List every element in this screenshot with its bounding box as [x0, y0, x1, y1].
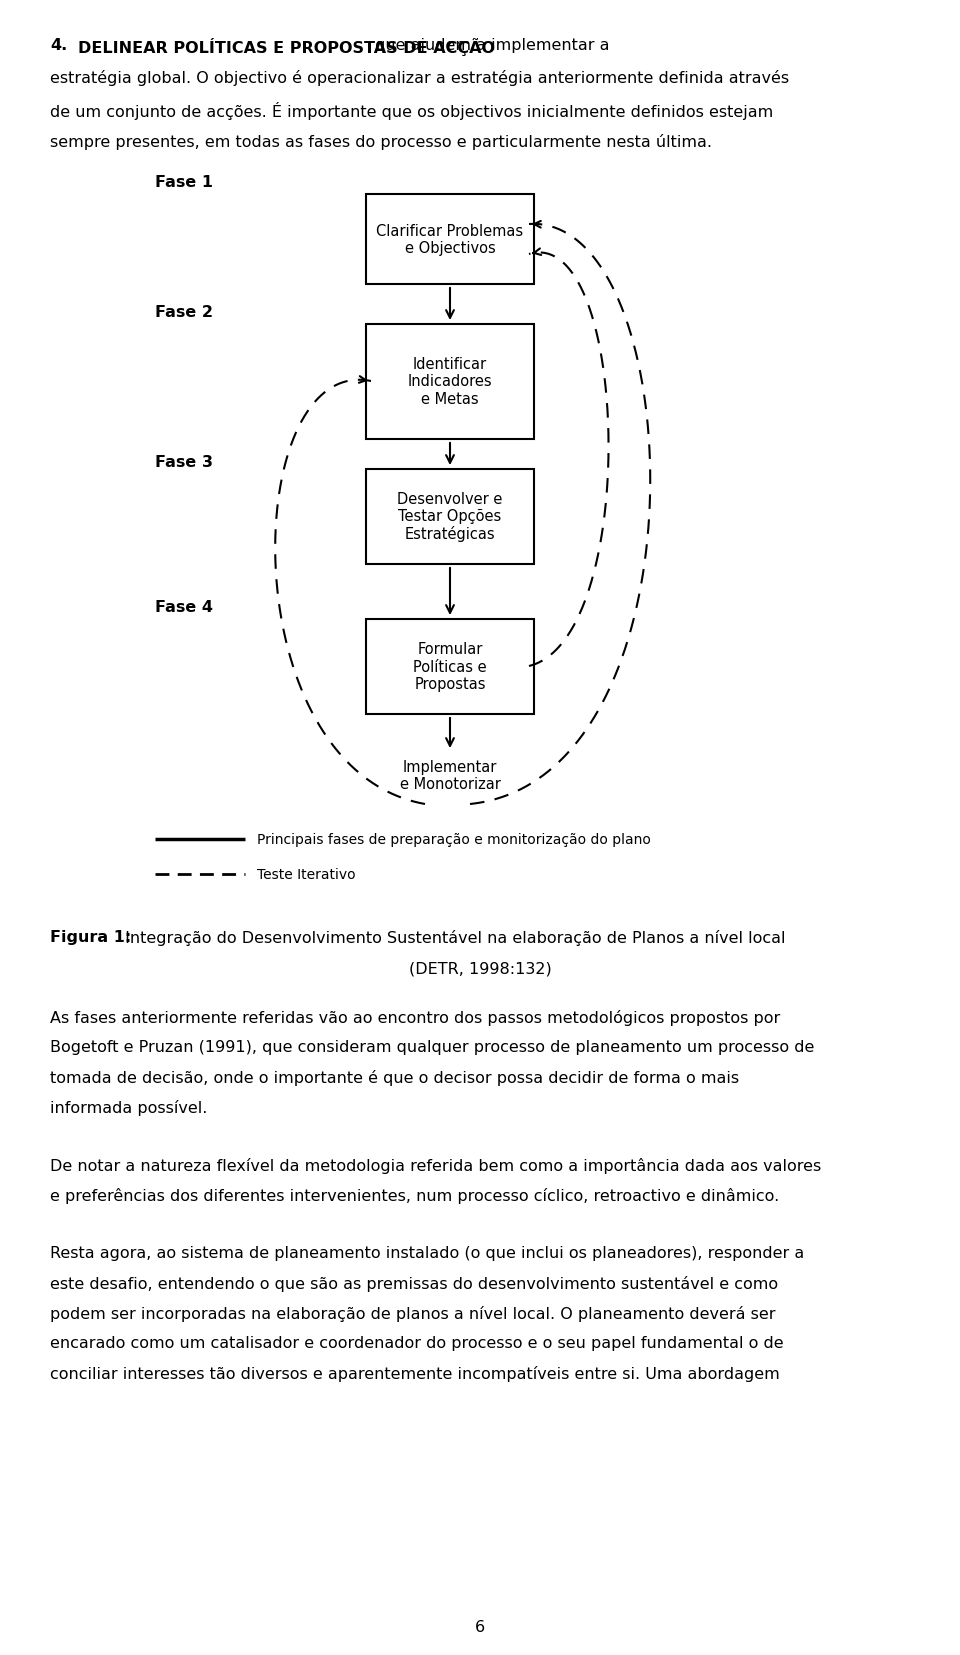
Text: Fase 3: Fase 3 [155, 455, 213, 470]
Text: Fase 4: Fase 4 [155, 599, 213, 614]
Bar [366, 619, 534, 715]
Text: Figura 1:: Figura 1: [50, 930, 132, 945]
Text: Formular
Políticas e
Propostas: Formular Políticas e Propostas [413, 642, 487, 692]
Text: Identificar
Indicadores
e Metas: Identificar Indicadores e Metas [408, 357, 492, 407]
Text: Teste Iterativo: Teste Iterativo [257, 867, 355, 882]
Text: e preferências dos diferentes intervenientes, num processo cíclico, retroactivo : e preferências dos diferentes intervenie… [50, 1187, 780, 1203]
Bar [366, 470, 534, 564]
Text: Integração do Desenvolvimento Sustentável na elaboração de Planos a nível local: Integração do Desenvolvimento Sustentáve… [120, 930, 785, 945]
Text: tomada de decisão, onde o importante é que o decisor possa decidir de forma o ma: tomada de decisão, onde o importante é q… [50, 1069, 739, 1086]
Text: De notar a natureza flexível da metodologia referida bem como a importância dada: De notar a natureza flexível da metodolo… [50, 1157, 821, 1173]
Text: Desenvolver e
Testar Opções
Estratégicas: Desenvolver e Testar Opções Estratégicas [397, 492, 503, 543]
Text: podem ser incorporadas na elaboração de planos a nível local. O planeamento deve: podem ser incorporadas na elaboração de … [50, 1306, 776, 1321]
Text: informada possível.: informada possível. [50, 1099, 207, 1115]
Bar [366, 195, 534, 285]
Text: DELINEAR POLÍTICAS E PROPOSTAS DE ACÇÃO: DELINEAR POLÍTICAS E PROPOSTAS DE ACÇÃO [78, 38, 495, 56]
Text: encarado como um catalisador e coordenador do processo e o seu papel fundamental: encarado como um catalisador e coordenad… [50, 1336, 783, 1350]
Text: Principais fases de preparação e monitorização do plano: Principais fases de preparação e monitor… [257, 832, 651, 846]
Text: Fase 1: Fase 1 [155, 175, 213, 190]
Text: Implementar
e Monotorizar: Implementar e Monotorizar [399, 760, 500, 793]
Text: sempre presentes, em todas as fases do processo e particularmente nesta última.: sempre presentes, em todas as fases do p… [50, 134, 712, 151]
Text: Clarificar Problemas
e Objectivos: Clarificar Problemas e Objectivos [376, 223, 523, 257]
Text: 6: 6 [475, 1619, 485, 1633]
Text: Resta agora, ao sistema de planeamento instalado (o que inclui os planeadores), : Resta agora, ao sistema de planeamento i… [50, 1245, 804, 1259]
Text: As fases anteriormente referidas vão ao encontro dos passos metodológicos propos: As fases anteriormente referidas vão ao … [50, 1010, 780, 1026]
Text: estratégia global. O objectivo é operacionalizar a estratégia anteriormente defi: estratégia global. O objectivo é operaci… [50, 70, 789, 86]
Text: 4.: 4. [50, 38, 67, 53]
Bar [366, 324, 534, 440]
Text: Bogetoft e Pruzan (1991), que consideram qualquer processo de planeamento um pro: Bogetoft e Pruzan (1991), que consideram… [50, 1039, 814, 1054]
Text: (DETR, 1998:132): (DETR, 1998:132) [409, 962, 551, 976]
Text: este desafio, entendendo o que são as premissas do desenvolvimento sustentável e: este desafio, entendendo o que são as pr… [50, 1276, 779, 1291]
Text: que ajudem a implementar a: que ajudem a implementar a [371, 38, 610, 53]
Text: Fase 2: Fase 2 [155, 305, 213, 319]
Text: conciliar interesses tão diversos e aparentemente incompatíveis entre si. Uma ab: conciliar interesses tão diversos e apar… [50, 1365, 780, 1382]
Text: de um conjunto de acções. É importante que os objectivos inicialmente definidos : de um conjunto de acções. É importante q… [50, 103, 773, 119]
